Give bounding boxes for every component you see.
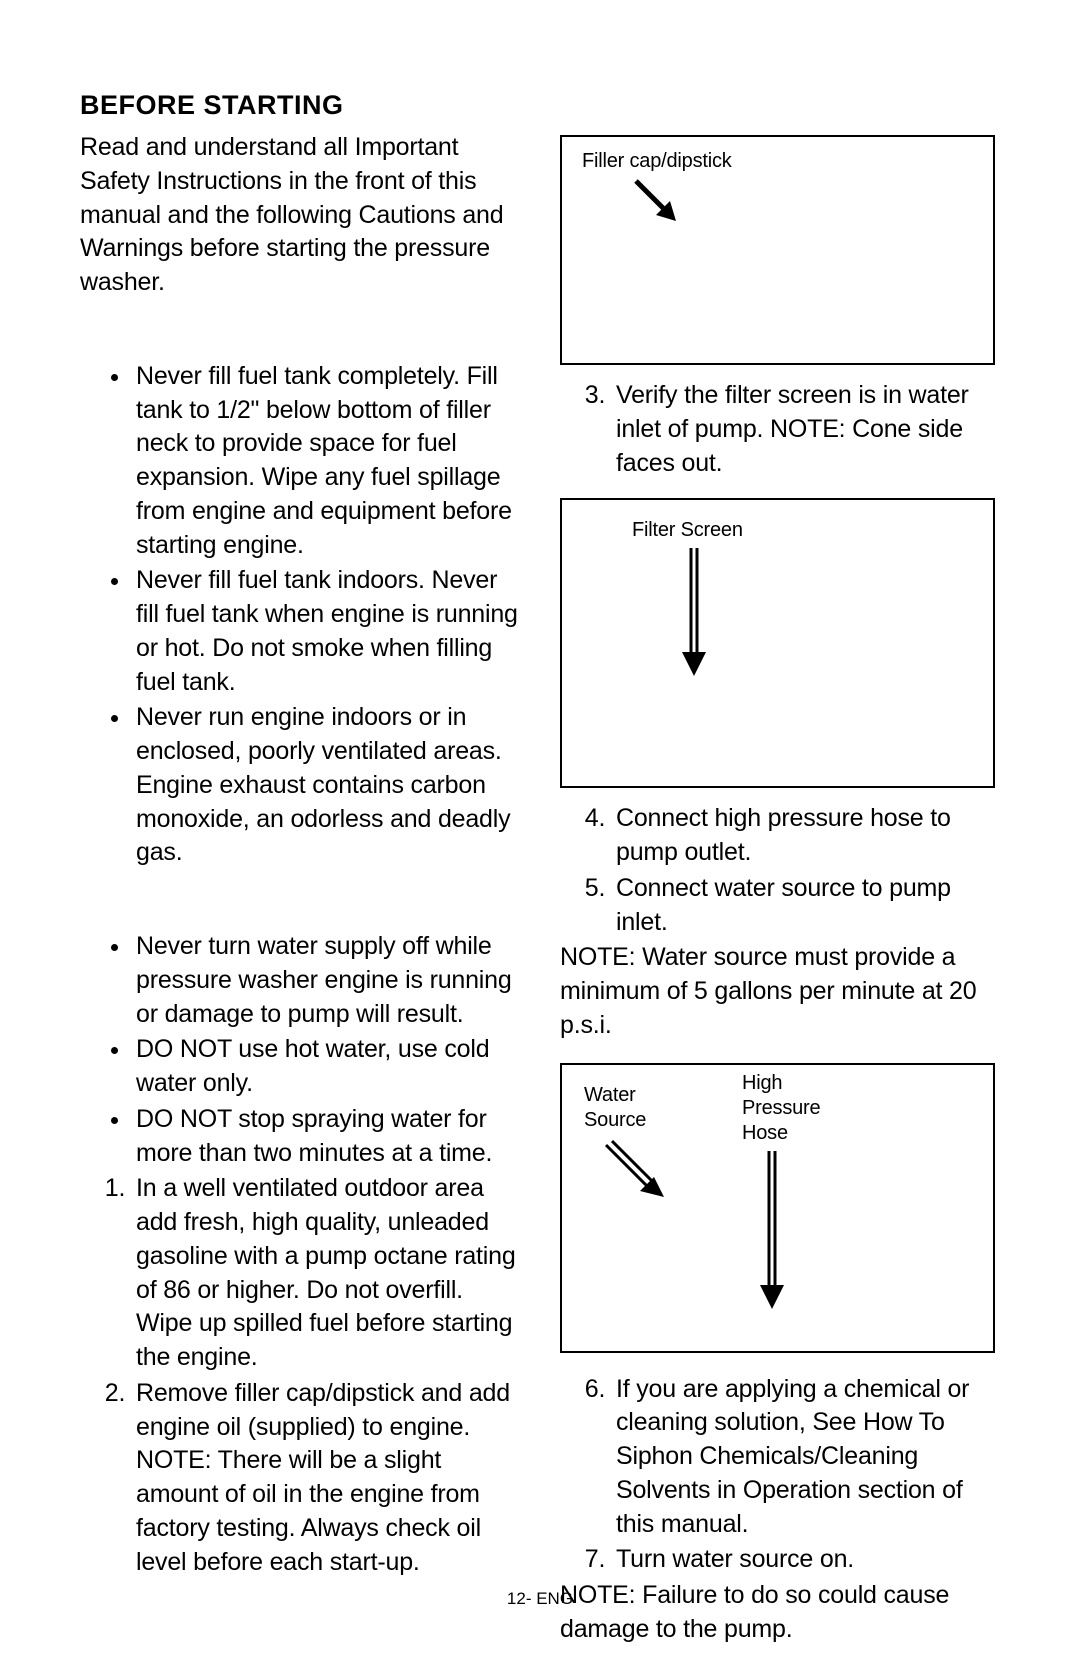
warnings-list-b: Never turn water supply off while pressu… xyxy=(80,930,520,1170)
figure-label: Filler cap/dipstick xyxy=(582,149,732,174)
steps-left: In a well ventilated outdoor area add fr… xyxy=(80,1172,520,1579)
arrow-icon xyxy=(602,1141,672,1211)
warnings-list-a: Never fill fuel tank completely. Fill ta… xyxy=(80,360,520,870)
intro-paragraph: Read and understand all Important Safety… xyxy=(80,131,520,300)
list-item: If you are applying a chemical or cleani… xyxy=(612,1373,1000,1542)
figure-filter-screen: Filter Screen xyxy=(560,498,995,788)
figure-hose-connection: Water Source High Pressure Hose xyxy=(560,1063,995,1353)
section-heading: BEFORE STARTING xyxy=(80,90,1000,121)
manual-page: BEFORE STARTING Read and understand all … xyxy=(0,0,1080,1669)
two-column-layout: Read and understand all Important Safety… xyxy=(80,131,1000,1647)
list-item: In a well ventilated outdoor area add fr… xyxy=(132,1172,520,1375)
list-item: Verify the filter screen is in water inl… xyxy=(612,379,1000,480)
list-item: Connect water source to pump inlet. xyxy=(612,872,1000,940)
figure-label: Water Source xyxy=(584,1083,646,1133)
list-item: Turn water source on. xyxy=(612,1543,1000,1577)
figure-filler-cap: Filler cap/dipstick xyxy=(560,135,995,365)
steps-right-2: Connect high pressure hose to pump outle… xyxy=(560,802,1000,939)
list-item: Never fill fuel tank completely. Fill ta… xyxy=(132,360,520,563)
figure-label: Filter Screen xyxy=(632,518,743,543)
arrow-icon xyxy=(632,177,682,227)
list-item: Never turn water supply off while pressu… xyxy=(132,930,520,1031)
note-water-source: NOTE: Water source must provide a minimu… xyxy=(560,941,1000,1042)
arrow-icon xyxy=(760,1151,790,1311)
list-item: Never fill fuel tank indoors. Never fill… xyxy=(132,564,520,699)
list-item: DO NOT stop spraying water for more than… xyxy=(132,1103,520,1171)
list-item: Never run engine indoors or in enclosed,… xyxy=(132,701,520,870)
list-item: DO NOT use hot water, use cold water onl… xyxy=(132,1033,520,1101)
figure-label: High Pressure Hose xyxy=(742,1071,820,1146)
page-footer: 12- ENG xyxy=(0,1589,1080,1609)
steps-right-1: Verify the filter screen is in water inl… xyxy=(560,379,1000,480)
right-column: Filler cap/dipstick Verify the filter sc… xyxy=(560,131,1000,1647)
list-item: Remove filler cap/dipstick and add engin… xyxy=(132,1377,520,1580)
steps-right-3: If you are applying a chemical or cleani… xyxy=(560,1373,1000,1578)
list-item: Connect high pressure hose to pump outle… xyxy=(612,802,1000,870)
arrow-icon xyxy=(682,548,712,678)
left-column: Read and understand all Important Safety… xyxy=(80,131,520,1647)
